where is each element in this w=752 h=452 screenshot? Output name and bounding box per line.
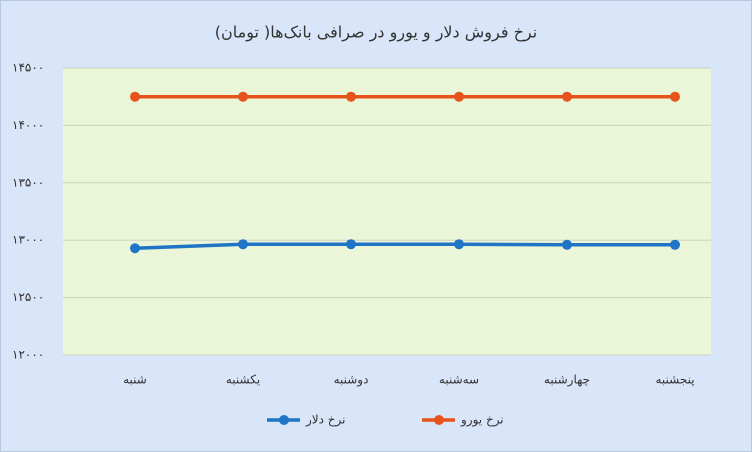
data-point <box>454 239 464 250</box>
data-point <box>346 239 356 250</box>
data-point <box>238 91 248 102</box>
data-point <box>346 91 356 102</box>
data-point <box>238 239 248 250</box>
x-tick-label: یکشنبه <box>226 373 260 387</box>
data-point <box>670 91 680 102</box>
series-line <box>134 242 675 250</box>
y-tick-label: ۱۴۵۰۰ <box>12 61 44 75</box>
data-point <box>130 243 140 254</box>
data-point <box>454 91 464 102</box>
y-tick-label: ۱۳۵۰۰ <box>12 175 44 189</box>
data-point <box>130 91 140 102</box>
y-tick-label: ۱۲۵۰۰ <box>12 290 44 304</box>
chart-title: نرخ فروش دلار و یورو در صرافی بانک‌ها( ت… <box>215 23 537 43</box>
x-tick-label: چهارشنبه <box>544 373 590 388</box>
x-tick-label: شنبه <box>123 373 147 387</box>
data-point <box>562 239 572 250</box>
y-tick-label: ۱۴۰۰۰ <box>12 118 44 132</box>
legend-marker <box>434 415 444 425</box>
x-tick-label: دوشنبه <box>334 373 369 388</box>
x-tick-label: پنجشنبه <box>655 373 694 387</box>
legend-marker <box>279 415 289 425</box>
y-tick-label: ۱۲۰۰۰ <box>12 348 44 362</box>
data-point <box>562 91 572 102</box>
legend-label: نرخ دلار <box>305 413 346 428</box>
y-tick-label: ۱۳۰۰۰ <box>12 233 44 247</box>
x-tick-label: سه‌شنبه <box>439 373 479 387</box>
legend-label: نرخ یورو <box>460 413 504 428</box>
plot-area <box>63 68 711 355</box>
data-point <box>670 239 680 250</box>
